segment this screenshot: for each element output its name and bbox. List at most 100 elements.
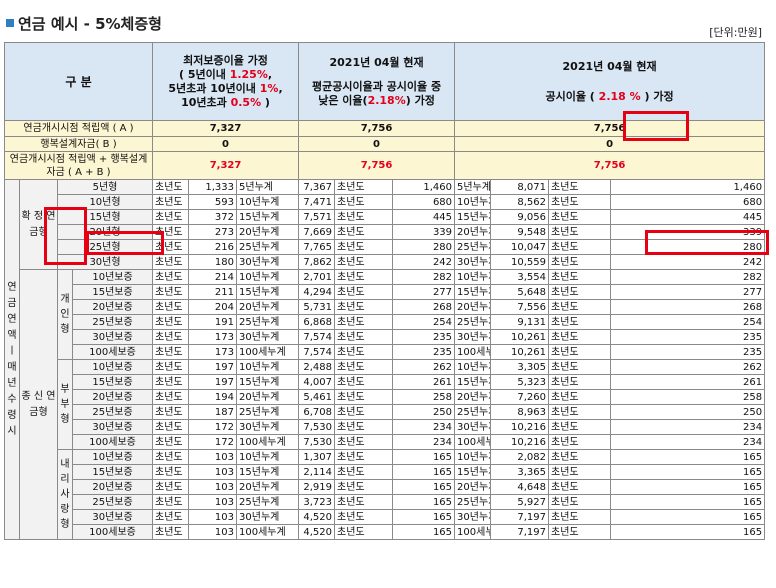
cumulative-amount: 4,520 — [298, 524, 336, 540]
subgroup-individual: 개인형 — [57, 269, 73, 360]
cumulative-amount: 2,114 — [298, 464, 336, 480]
first-year-label: 초년도 — [548, 209, 612, 225]
annuity-row: 15년보증초년도10315년누계2,114초년도16515년누계3,365초년도… — [5, 464, 766, 480]
first-year-amount: 187 — [188, 404, 238, 420]
first-year-amount: 165 — [392, 524, 456, 540]
first-year-amount: 165 — [610, 494, 766, 510]
cumulative-label: 5년누계 — [236, 179, 300, 195]
cumulative-label: 10년누계 — [236, 359, 300, 375]
cumulative-amount: 3,365 — [490, 464, 550, 480]
first-year-label: 초년도 — [334, 314, 394, 330]
first-year-amount: 277 — [610, 284, 766, 300]
cumulative-label: 25년누계 — [236, 239, 300, 255]
cumulative-label: 15년누계 — [454, 209, 492, 225]
first-year-label: 초년도 — [548, 479, 612, 495]
cumulative-amount: 5,323 — [490, 374, 550, 390]
first-year-label: 초년도 — [334, 224, 394, 240]
h2-l3c: ) 가정 — [405, 93, 435, 107]
first-year-label: 초년도 — [334, 329, 394, 345]
first-year-amount: 103 — [188, 509, 238, 525]
first-year-amount: 234 — [392, 434, 456, 450]
cumulative-label: 20년누계 — [236, 299, 300, 315]
first-year-amount: 339 — [392, 224, 456, 240]
first-year-amount: 254 — [610, 314, 766, 330]
cumulative-label: 100세누계 — [236, 344, 300, 360]
first-year-label: 초년도 — [334, 449, 394, 465]
first-year-label: 초년도 — [548, 224, 612, 240]
first-year-amount: 242 — [392, 254, 456, 270]
cumulative-amount: 7,197 — [490, 509, 550, 525]
cumulative-amount: 2,082 — [490, 449, 550, 465]
annuity-type-label: 15년보증 — [71, 464, 154, 480]
first-year-amount: 282 — [392, 269, 456, 285]
h1-l4b: 0.5% — [230, 95, 262, 109]
cumulative-label: 30년누계 — [454, 254, 492, 270]
cumulative-amount: 9,131 — [490, 314, 550, 330]
first-year-amount: 339 — [610, 224, 766, 240]
group-lifetime-annuity: 종 신 연금형 — [19, 269, 58, 540]
first-year-amount: 234 — [610, 434, 766, 450]
annuity-type-label: 10년형 — [56, 194, 154, 210]
annuity-type-label: 20년보증 — [71, 299, 154, 315]
h1-l2c: , — [267, 67, 273, 81]
first-year-amount: 103 — [188, 449, 238, 465]
subgroup-inherit: 내리사랑형 — [57, 449, 73, 540]
first-year-amount: 235 — [392, 329, 456, 345]
first-year-label: 초년도 — [334, 299, 394, 315]
cumulative-label: 10년누계 — [454, 449, 492, 465]
annuity-row: 15년보증초년도19715년누계4,007초년도26115년누계5,323초년도… — [5, 374, 766, 390]
cumulative-label: 15년누계 — [454, 374, 492, 390]
first-year-label: 초년도 — [334, 179, 394, 195]
cumulative-label: 100세누계 — [236, 524, 300, 540]
first-year-label: 초년도 — [152, 299, 190, 315]
h1-l3c: , — [278, 81, 283, 95]
first-year-label: 초년도 — [152, 449, 190, 465]
cumulative-amount: 9,548 — [490, 224, 550, 240]
first-year-amount: 258 — [392, 389, 456, 405]
annuity-row: 25년보증초년도19125년누계6,868초년도25425년누계9,131초년도… — [5, 314, 766, 330]
summary-label-ab: 연금개시시점 적립액 + 행복설계자금 ( A + B ) — [3, 151, 154, 180]
cumulative-amount: 8,562 — [490, 194, 550, 210]
h3-l2a: 공시이율 ( — [545, 89, 599, 103]
first-year-amount: 235 — [392, 344, 456, 360]
header-min-guarantee: 최저보증이율 가정 ( 5년이내 1.25%, 5년초과 10년이내 1%, 1… — [152, 42, 300, 121]
first-year-label: 초년도 — [334, 389, 394, 405]
annuity-row: 30년보증초년도10330년누계4,520초년도16530년누계7,197초년도… — [5, 509, 766, 525]
annuity-type-label: 25년형 — [56, 239, 154, 255]
cumulative-amount: 5,927 — [490, 494, 550, 510]
first-year-label: 초년도 — [548, 494, 612, 510]
first-year-label: 초년도 — [152, 359, 190, 375]
first-year-label: 초년도 — [334, 359, 394, 375]
first-year-label: 초년도 — [548, 464, 612, 480]
cumulative-amount: 1,307 — [298, 449, 336, 465]
first-year-label: 초년도 — [152, 194, 190, 210]
first-year-amount: 250 — [610, 404, 766, 420]
first-year-label: 초년도 — [152, 179, 190, 195]
cumulative-amount: 5,461 — [298, 389, 336, 405]
first-year-label: 초년도 — [152, 269, 190, 285]
annuity-type-label: 30년형 — [56, 254, 154, 270]
cumulative-amount: 6,708 — [298, 404, 336, 420]
page-title: 연금 예시 - 5%체증형 — [6, 13, 162, 34]
first-year-label: 초년도 — [152, 314, 190, 330]
cumulative-label: 25년누계 — [454, 239, 492, 255]
cut-off-text-strip — [0, 0, 776, 6]
cumulative-label: 15년누계 — [454, 284, 492, 300]
group-fixed-annuity: 확 정 연금형 — [19, 179, 58, 270]
first-year-label: 초년도 — [152, 419, 190, 435]
h1-l2a: ( 5년이내 — [178, 67, 230, 81]
first-year-amount: 165 — [610, 479, 766, 495]
first-year-label: 초년도 — [334, 404, 394, 420]
annuity-row: 20년보증초년도20420년누계5,731초년도26820년누계7,556초년도… — [5, 299, 766, 315]
annuity-row: 15년보증초년도21115년누계4,294초년도27715년누계5,648초년도… — [5, 284, 766, 300]
first-year-amount: 173 — [188, 344, 238, 360]
cumulative-amount: 7,574 — [298, 329, 336, 345]
cumulative-amount: 7,197 — [490, 524, 550, 540]
first-year-amount: 165 — [392, 464, 456, 480]
unit-label: [단위:만원] — [709, 26, 762, 39]
cumulative-amount: 7,556 — [490, 299, 550, 315]
h3-l1: 2021년 04월 현재 — [562, 59, 657, 73]
first-year-amount: 235 — [610, 344, 766, 360]
first-year-label: 초년도 — [548, 434, 612, 450]
first-year-label: 초년도 — [548, 239, 612, 255]
